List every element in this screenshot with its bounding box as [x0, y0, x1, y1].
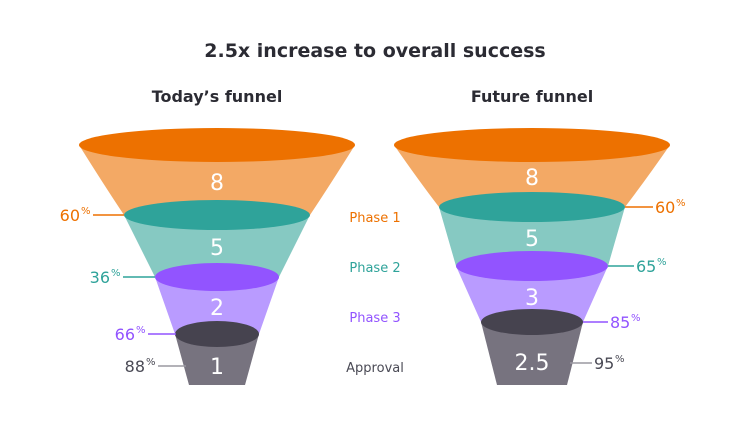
- funnel-ring-phase3: [155, 263, 279, 291]
- funnel-segment-approval: [481, 322, 583, 385]
- funnel-ring-approval: [481, 309, 583, 335]
- phase-label-phase3: Phase 3: [349, 311, 400, 326]
- percent-sign: %: [81, 206, 91, 217]
- percent-sign: %: [615, 354, 625, 365]
- funnel-ring-phase1: [79, 128, 355, 162]
- phase-label-approval: Approval: [346, 361, 404, 376]
- percent-sign: %: [657, 257, 667, 268]
- phase-label-phase2: Phase 2: [349, 261, 400, 276]
- funnel-ring-phase2: [439, 192, 625, 222]
- conversion-rate-approval: 88: [125, 357, 145, 376]
- stage-count-phase2: 5: [525, 227, 539, 252]
- conversion-rate-phase1: 60: [655, 198, 675, 217]
- funnel-ring-phase2: [124, 200, 310, 230]
- stage-count-phase3: 3: [525, 286, 539, 311]
- percent-sign: %: [136, 325, 146, 336]
- stage-count-approval: 1: [210, 355, 224, 380]
- conversion-rate-phase3: 85: [610, 313, 630, 332]
- stage-count-phase3: 2: [210, 296, 224, 321]
- conversion-rate-phase1: 60: [60, 206, 80, 225]
- percent-sign: %: [631, 313, 641, 324]
- stage-count-phase1: 8: [210, 171, 224, 196]
- percent-sign: %: [146, 357, 156, 368]
- conversion-rate-approval: 95: [594, 354, 614, 373]
- funnel-ring-phase3: [456, 251, 608, 281]
- conversion-rate-phase3: 66: [115, 325, 135, 344]
- conversion-rate-phase2: 36: [90, 268, 110, 287]
- stage-count-approval: 2.5: [515, 351, 550, 376]
- funnel-ring-phase1: [394, 128, 670, 162]
- todays-funnel-title: Today’s funnel: [152, 87, 283, 106]
- percent-sign: %: [676, 198, 686, 209]
- stage-count-phase2: 5: [210, 236, 224, 261]
- funnel-segment-approval: [175, 334, 259, 385]
- stage-count-phase1: 8: [525, 166, 539, 191]
- funnel-ring-approval: [175, 321, 259, 347]
- percent-sign: %: [111, 268, 121, 279]
- diagram-title: 2.5x increase to overall success: [204, 40, 546, 62]
- conversion-rate-phase2: 65: [636, 257, 656, 276]
- future-funnel-title: Future funnel: [471, 87, 593, 106]
- phase-label-phase1: Phase 1: [349, 211, 400, 226]
